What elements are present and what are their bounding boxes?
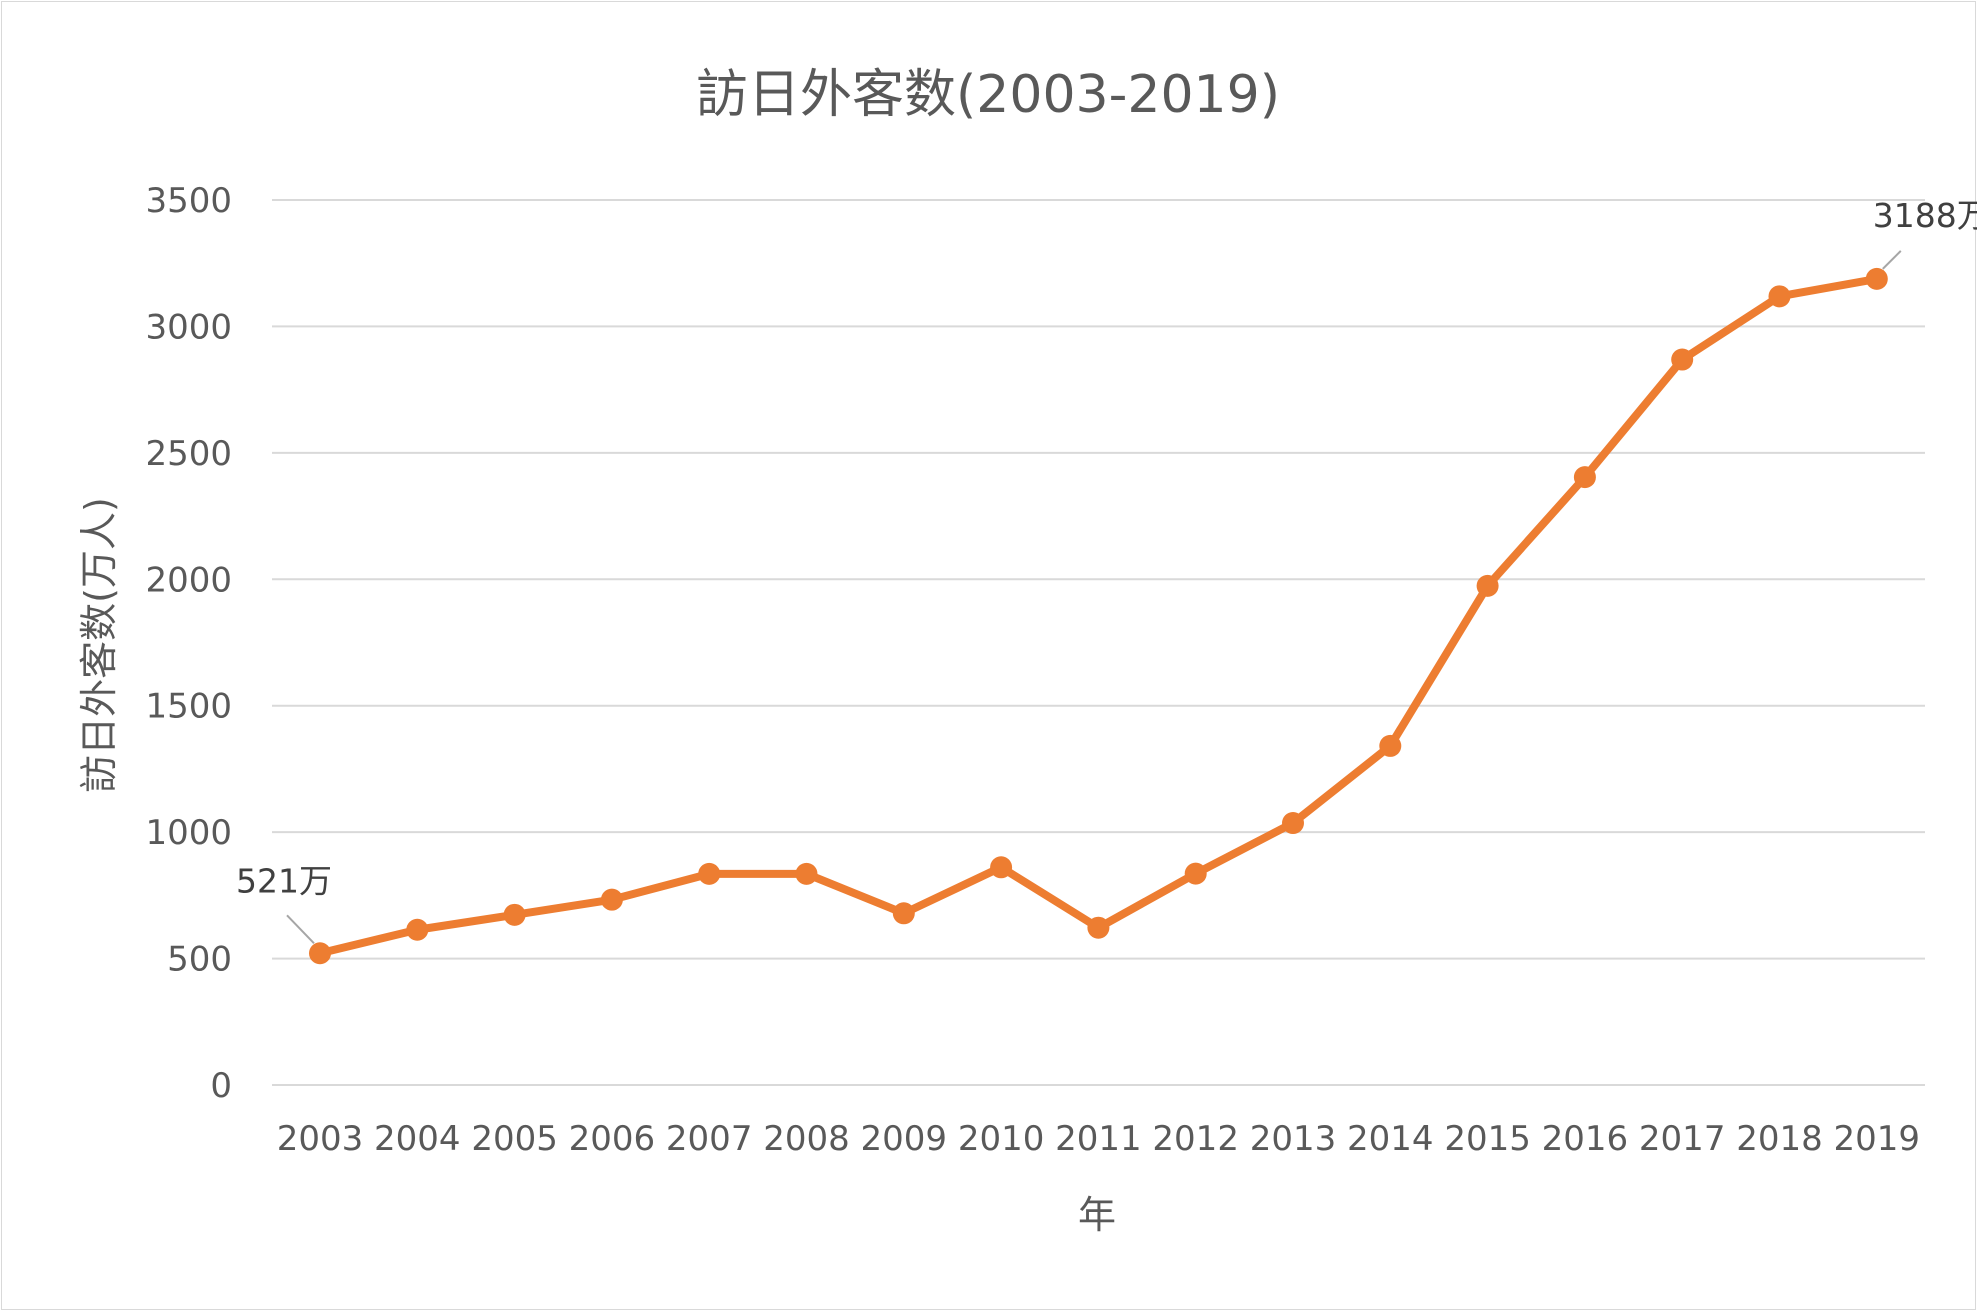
x-tick-label: 2010 <box>958 1119 1045 1159</box>
y-tick-label: 0 <box>210 1066 232 1106</box>
data-point <box>406 918 429 941</box>
y-tick-label: 3500 <box>145 181 232 221</box>
x-tick-label: 2004 <box>374 1119 461 1159</box>
data-labels: 521万 3188万 <box>236 196 1977 944</box>
x-tick-label: 2019 <box>1834 1119 1921 1159</box>
y-tick-label: 2500 <box>145 434 232 474</box>
data-point <box>990 856 1013 879</box>
x-axis-title: 年 <box>1078 1193 1116 1237</box>
x-tick-label: 2009 <box>861 1119 948 1159</box>
data-point <box>1671 348 1694 371</box>
data-point <box>503 903 526 926</box>
data-point <box>600 888 623 911</box>
y-tick-label: 1500 <box>145 687 232 727</box>
x-tick-label: 2017 <box>1639 1119 1726 1159</box>
data-point <box>1865 267 1888 290</box>
data-label-first: 521万 <box>236 861 332 900</box>
data-point <box>1379 734 1402 757</box>
y-axis-title: 訪日外客数(万人) <box>77 497 121 793</box>
y-tick-label: 3000 <box>145 307 232 347</box>
data-label-last: 3188万 <box>1873 196 1977 235</box>
x-tick-label: 2011 <box>1055 1119 1142 1159</box>
x-tick-label: 2007 <box>666 1119 753 1159</box>
series-line-path <box>316 274 1881 958</box>
series-line <box>309 267 1888 965</box>
x-tick-label: 2003 <box>277 1119 364 1159</box>
x-tick-label: 2012 <box>1152 1119 1239 1159</box>
x-tick-label: 2014 <box>1347 1119 1434 1159</box>
x-tick-label: 2016 <box>1542 1119 1629 1159</box>
x-tick-label: 2013 <box>1250 1119 1337 1159</box>
y-axis-ticks: 0 500 1000 1500 2000 2500 3000 3500 <box>145 181 232 1106</box>
data-point <box>1184 862 1207 885</box>
data-point <box>1768 285 1791 308</box>
chart-title: 訪日外客数(2003-2019) <box>696 65 1280 125</box>
data-point <box>892 902 915 925</box>
data-point <box>1087 916 1110 939</box>
x-tick-label: 2008 <box>763 1119 850 1159</box>
x-axis-ticks: 2003 2004 2005 2006 2007 2008 2009 2010 2011 2012… <box>277 1119 1920 1159</box>
gridlines <box>272 199 1925 1086</box>
x-tick-label: 2015 <box>1444 1119 1531 1159</box>
data-point <box>1476 574 1499 597</box>
data-point <box>698 862 721 885</box>
x-tick-label: 2006 <box>569 1119 656 1159</box>
y-tick-label: 1000 <box>145 813 232 853</box>
data-point <box>309 942 331 965</box>
data-label-leader <box>1882 250 1902 270</box>
x-tick-label: 2018 <box>1736 1119 1823 1159</box>
data-point <box>1573 466 1596 489</box>
y-tick-label: 2000 <box>145 560 232 600</box>
data-label-leader <box>286 914 315 944</box>
data-point <box>795 862 818 885</box>
x-tick-label: 2005 <box>471 1119 558 1159</box>
data-point <box>1282 812 1304 835</box>
y-tick-label: 500 <box>167 940 232 980</box>
